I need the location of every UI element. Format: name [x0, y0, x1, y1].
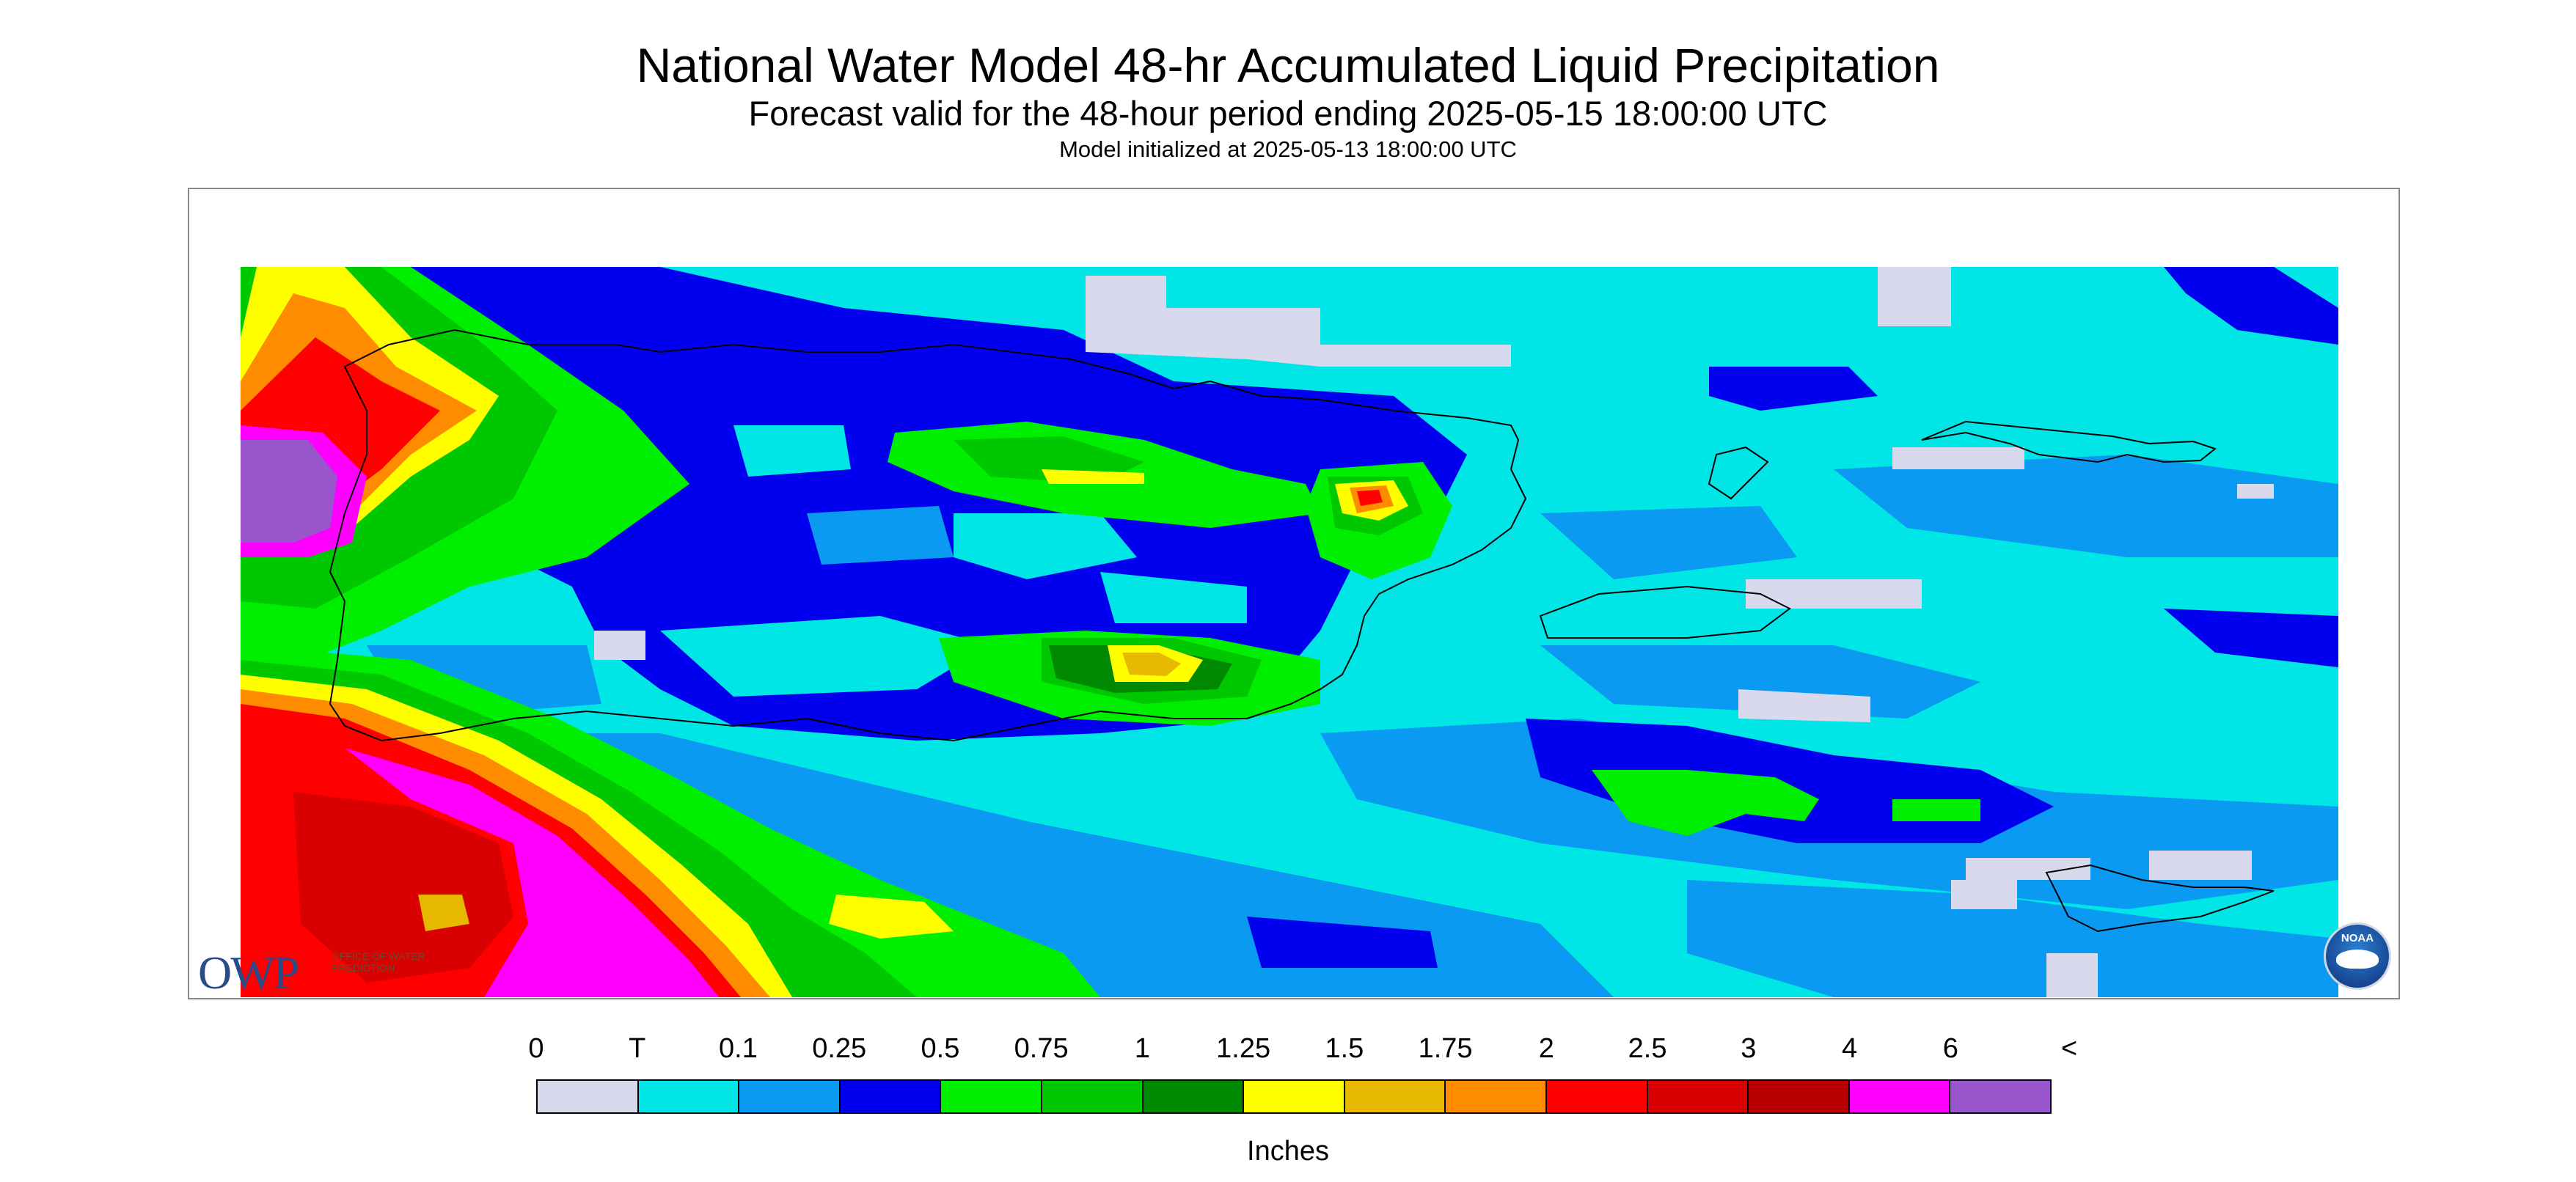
legend-swatch: [941, 1081, 1042, 1112]
map-title: National Water Model 48-hr Accumulated L…: [636, 38, 1940, 92]
legend-swatch: [1344, 1081, 1446, 1112]
puerto-rico-coastline: [1539, 585, 1791, 639]
precip-field-zero: [594, 267, 2274, 997]
legend-label: <: [2060, 1033, 2078, 1064]
legend-label: 2: [1538, 1033, 1554, 1064]
legend-label: 4: [1841, 1033, 1858, 1064]
legend-swatch: [1042, 1081, 1144, 1112]
legend-label: 1.5: [1325, 1033, 1364, 1064]
precip-field-west: [241, 267, 689, 660]
noaa-gull-icon: [2336, 950, 2379, 969]
legend-swatch: [840, 1081, 942, 1112]
legend-label: 1.75: [1418, 1033, 1473, 1064]
legend-swatch: [1244, 1081, 1345, 1112]
legend-swatch: [1647, 1081, 1749, 1112]
legend-label: T: [629, 1033, 646, 1064]
legend-labels: 0 T 0.1 0.25 0.5 0.75 1 1.25 1.5 1.75 2 2.5 3 4 6 <: [0, 1030, 2576, 1067]
noaa-logo-text: NOAA: [2341, 932, 2374, 944]
small-islands-coastline: [1708, 446, 1769, 500]
model-initialized-line: Model initialized at 2025-05-13 18:00:00…: [1059, 136, 1517, 162]
precip-field-southwest: [241, 645, 1100, 997]
legend-color-bar: [536, 1079, 2052, 1114]
legend-swatch: [1749, 1081, 1850, 1112]
legend-swatch: [538, 1081, 639, 1112]
legend-label: 1: [1134, 1033, 1150, 1064]
legend-label: 0.25: [812, 1033, 867, 1064]
forecast-valid-subtitle: Forecast valid for the 48-hour period en…: [748, 94, 1828, 133]
legend-label: 6: [1942, 1033, 1958, 1064]
hispaniola-coastline: [329, 328, 1527, 742]
southeast-island-coastline: [2045, 864, 2275, 933]
legend-label: 3: [1741, 1033, 1757, 1064]
legend-label: 0.1: [719, 1033, 758, 1064]
noaa-logo: NOAA: [2324, 922, 2391, 990]
legend-swatch: [1849, 1081, 1951, 1112]
legend-swatch: [1950, 1081, 2050, 1112]
legend-swatch: [1446, 1081, 1547, 1112]
coastlines: [329, 328, 2275, 933]
owp-logo: OWP: [198, 947, 299, 999]
precip-field-central: [888, 422, 1980, 836]
legend-label: 0: [528, 1033, 544, 1064]
owp-logo-subtext: OFFICE OF WATER PREDICTION: [332, 950, 425, 974]
legend-label: 0.5: [921, 1033, 960, 1064]
legend-swatch: [739, 1081, 841, 1112]
legend-label: 1.25: [1216, 1033, 1271, 1064]
legend-label: 0.75: [1014, 1033, 1069, 1064]
legend-swatch: [1546, 1081, 1648, 1112]
legend-label: 2.5: [1628, 1033, 1667, 1064]
legend-swatch: [638, 1081, 740, 1112]
virgin-islands-coastline: [1921, 420, 2217, 463]
legend-swatch: [1143, 1081, 1245, 1112]
legend-units: Inches: [1247, 1136, 1329, 1167]
